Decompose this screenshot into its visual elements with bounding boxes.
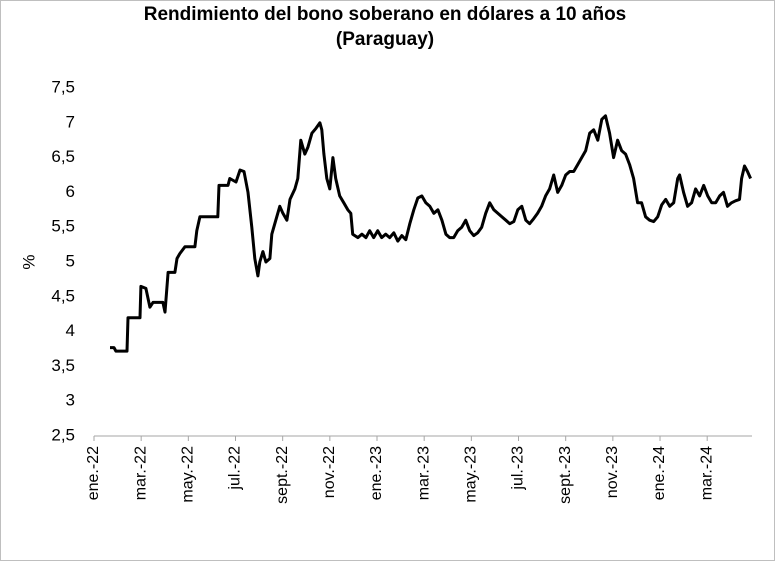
x-tick-label: mar.-22 bbox=[132, 446, 149, 500]
y-tick-label: 4,5 bbox=[51, 286, 75, 305]
x-tick-label: jul.-23 bbox=[510, 446, 527, 491]
x-tick-label: may.-23 bbox=[463, 446, 480, 503]
data-line bbox=[110, 114, 752, 353]
x-tick-label: mar.-23 bbox=[415, 446, 432, 500]
x-tick-label: ene.-22 bbox=[85, 446, 102, 500]
y-tick-label: 7,5 bbox=[51, 77, 75, 96]
y-tick-label: 5,5 bbox=[51, 217, 75, 236]
y-tick-label: 4 bbox=[66, 321, 75, 340]
x-tick-label: nov.-23 bbox=[604, 446, 621, 498]
x-tick-label: nov.-22 bbox=[321, 446, 338, 498]
x-tick-label: ene.-24 bbox=[651, 446, 668, 500]
x-tick-label: sept.-23 bbox=[557, 446, 574, 504]
y-tick-label: 3,5 bbox=[51, 356, 75, 375]
y-tick-label: 2,5 bbox=[51, 425, 75, 444]
y-axis-label: % bbox=[19, 254, 38, 269]
chart-title-line: Rendimiento del bono soberano en dólares… bbox=[144, 4, 627, 25]
x-tick-label: jul.-22 bbox=[227, 446, 244, 491]
x-tick-label: sept.-22 bbox=[274, 446, 291, 504]
y-tick-label: 3 bbox=[66, 391, 75, 410]
x-tick-label: mar.-24 bbox=[698, 446, 715, 500]
x-tick-label: ene.-23 bbox=[368, 446, 385, 500]
y-tick-label: 6,5 bbox=[51, 147, 75, 166]
chart-title-line: (Paraguay) bbox=[336, 29, 434, 50]
y-tick-label: 6 bbox=[66, 182, 75, 201]
y-tick-label: 5 bbox=[66, 251, 75, 270]
y-tick-label: 7 bbox=[66, 112, 75, 131]
x-tick-label: may.-22 bbox=[180, 446, 197, 503]
